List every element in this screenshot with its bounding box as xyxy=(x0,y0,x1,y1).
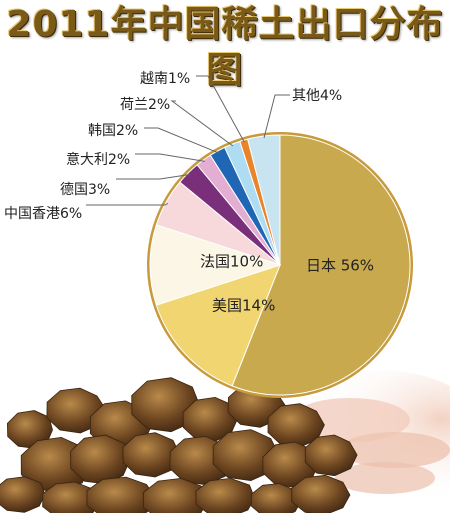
slice-label-荷兰: 荷兰2% xyxy=(120,97,170,113)
pie-slices xyxy=(147,132,413,398)
slice-label-越南: 越南1% xyxy=(140,71,190,87)
leader-line-越南 xyxy=(196,75,245,143)
pie-leader-lines xyxy=(86,75,290,206)
ore-rock xyxy=(86,476,157,513)
leader-line-德国 xyxy=(116,174,190,180)
ore-pile xyxy=(0,377,358,513)
slice-label-韩国: 韩国2% xyxy=(88,123,138,139)
ore-photo xyxy=(0,370,450,513)
hand-finger xyxy=(335,462,435,494)
leader-line-意大利 xyxy=(135,153,205,162)
pie-slice-法国 xyxy=(149,224,282,306)
chart-title: 2011年中国稀土出口分布图 xyxy=(6,4,444,91)
hand-finger xyxy=(340,432,450,468)
slice-label-法国: 法国10% xyxy=(200,253,263,271)
leader-line-韩国 xyxy=(144,127,219,154)
ore-rock xyxy=(250,483,303,513)
slice-label-德国: 德国3% xyxy=(60,182,110,198)
leader-line-其他 xyxy=(263,94,290,139)
slice-label-日本: 日本 56% xyxy=(306,257,374,275)
ore-rock xyxy=(0,476,46,513)
ore-rock xyxy=(291,474,351,513)
ore-rock xyxy=(131,377,200,433)
ore-rock xyxy=(212,429,280,482)
leader-line-荷兰 xyxy=(170,100,234,147)
ore-rock xyxy=(122,432,181,478)
slice-label-其他: 其他4% xyxy=(292,88,342,104)
ore-rock xyxy=(195,477,255,513)
ore-rock xyxy=(142,477,209,513)
pie-slice-日本 xyxy=(231,134,411,396)
pie-slice-其他 xyxy=(247,134,281,266)
leader-line-中国香港 xyxy=(86,202,169,206)
ore-rock xyxy=(42,481,101,513)
ore-rock xyxy=(304,434,358,477)
slice-label-意大利: 意大利2% xyxy=(66,151,130,168)
slice-label-美国: 美国14% xyxy=(212,297,275,315)
ore-rock xyxy=(70,434,131,485)
slice-label-中国香港: 中国香港6% xyxy=(4,206,82,222)
ore-rock xyxy=(267,403,325,448)
pie-labels: 日本 56% 美国14% 法国10% 中国香港6% 德国3% 意大利2% 韩国2% 荷兰2% 越… xyxy=(4,71,374,315)
